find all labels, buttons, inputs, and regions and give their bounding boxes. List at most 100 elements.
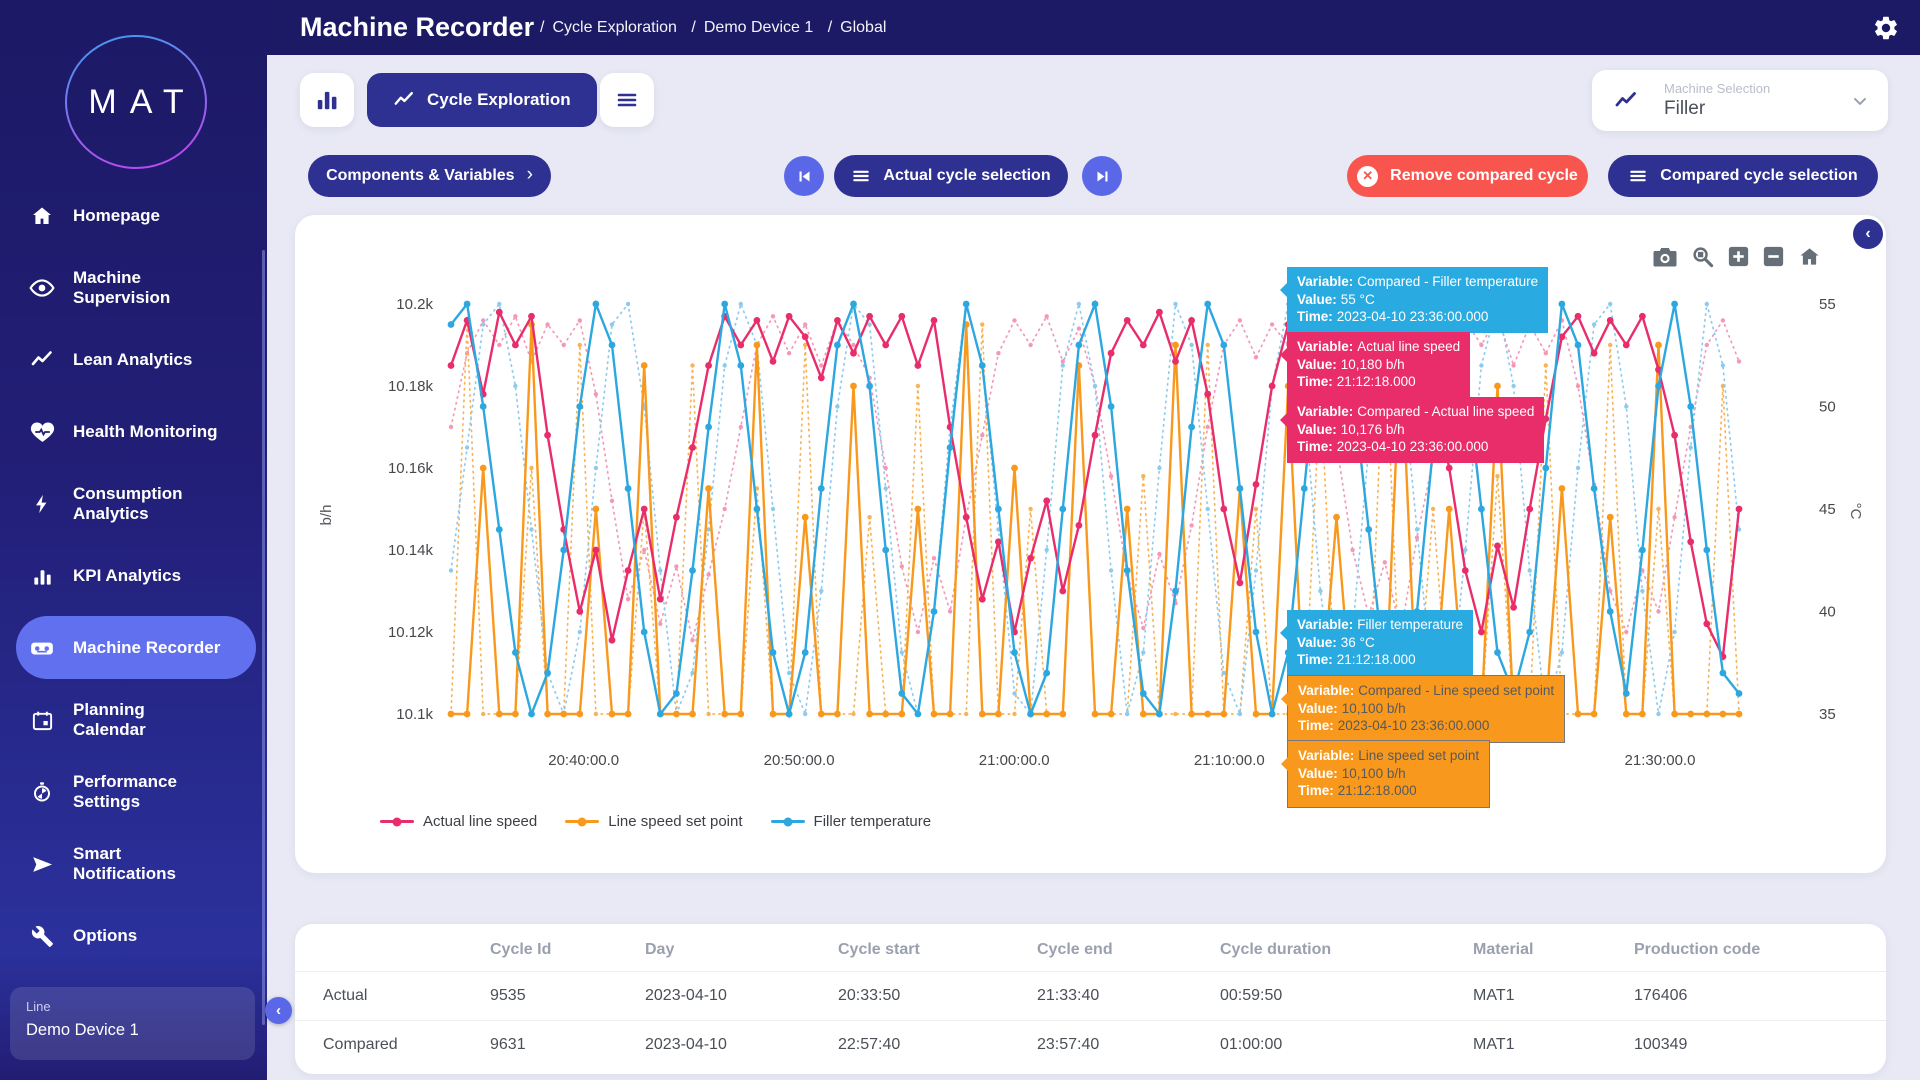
x-circle-icon: ✕	[1357, 165, 1379, 187]
sidebar-item-kpi-analytics[interactable]: KPI Analytics	[16, 540, 256, 612]
line-selector-card[interactable]: Line Demo Device 1	[10, 987, 255, 1060]
stopwatch-icon	[28, 780, 56, 804]
legend-item[interactable]: Filler temperature	[770, 813, 932, 830]
cycle-table-card: Cycle Id Day Cycle start Cycle end Cycle d…	[295, 924, 1886, 1074]
chart-tooltip: Variable: Compared - Line speed set point…	[1280, 675, 1566, 743]
legend-item[interactable]: Actual line speed	[380, 813, 537, 830]
skip-next-icon	[1097, 171, 1107, 181]
chart-tooltip: Variable: Filler temperature Value: 36 °C …	[1279, 610, 1474, 676]
breadcrumb-separator: /	[540, 19, 545, 36]
previous-cycle-button[interactable]	[784, 156, 824, 196]
settings-gear-icon[interactable]	[1872, 14, 1900, 42]
home-reset-icon[interactable]	[1798, 245, 1821, 268]
sidebar-item-health-monitoring[interactable]: Health Monitoring	[16, 396, 256, 468]
legend-item[interactable]: Line speed set point	[565, 813, 743, 830]
eye-icon	[28, 275, 56, 301]
svg-text:21:10:00.0: 21:10:00.0	[1194, 752, 1265, 769]
breadcrumb-item[interactable]: / Cycle Exploration	[540, 19, 677, 36]
svg-text:35: 35	[1819, 706, 1836, 723]
page-title: Machine Recorder	[300, 12, 535, 42]
svg-text:b/h: b/h	[318, 505, 335, 526]
components-variables-button[interactable]: Components & Variables ›	[308, 155, 551, 197]
next-cycle-button[interactable]	[1082, 156, 1122, 196]
sidebar-item-machine-supervision[interactable]: Machine Supervision	[16, 252, 256, 324]
sidebar-nav: Homepage Machine Supervision Lean Analyt…	[0, 180, 267, 972]
main-content: Cycle Exploration Machine Selection Fill…	[267, 55, 1920, 1080]
skip-previous-icon	[799, 171, 809, 181]
heart-pulse-icon	[28, 420, 56, 445]
table-row-compared: Compared 9631 2023-04-10 22:57:40 23:57:40…	[295, 1020, 1886, 1068]
breadcrumb-item[interactable]: / Global	[827, 19, 887, 36]
sidebar-item-consumption-analytics[interactable]: Consumption Analytics	[16, 468, 256, 540]
svg-text:45: 45	[1819, 501, 1836, 518]
calendar-icon	[28, 709, 56, 732]
machine-selection-dropdown[interactable]: Machine Selection Filler	[1592, 70, 1888, 131]
camera-icon[interactable]	[1653, 246, 1677, 268]
cycle-comparison-plot[interactable]: 10.2k 10.18k 10.16k 10.14k 10.12k 10.1k 55 50 45…	[295, 215, 1886, 873]
svg-text:10.12k: 10.12k	[388, 624, 434, 641]
chart-tooltip: Variable: Actual line speed Value: 10,180 …	[1279, 332, 1471, 398]
sidebar-collapse-button[interactable]: ‹	[265, 997, 292, 1024]
hamburger-icon	[853, 170, 870, 182]
legend-marker	[565, 820, 600, 823]
bolt-icon	[28, 492, 56, 516]
sidebar-item-lean-analytics[interactable]: Lean Analytics	[16, 324, 256, 396]
trend-line-icon	[1615, 91, 1636, 106]
compared-cycle-selection-button[interactable]: Compared cycle selection	[1608, 155, 1878, 197]
zoom-box-icon[interactable]	[1691, 245, 1714, 268]
legend-label: Line speed set point	[608, 813, 743, 830]
svg-text:10.14k: 10.14k	[388, 542, 434, 559]
send-icon	[28, 852, 56, 877]
svg-text:20:50:00.0: 20:50:00.0	[764, 752, 835, 769]
svg-text:20:40:00.0: 20:40:00.0	[548, 752, 619, 769]
brand-logo: MAT	[64, 34, 208, 170]
breadcrumb-separator: /	[827, 19, 833, 36]
breadcrumb-separator: /	[691, 19, 696, 36]
home-icon	[28, 204, 56, 228]
svg-text:21:00:00.0: 21:00:00.0	[979, 752, 1050, 769]
table-row-actual: Actual 9535 2023-04-10 20:33:50 21:33:40 00…	[323, 987, 1688, 1004]
svg-text:55: 55	[1819, 296, 1836, 313]
line-value: Demo Device 1	[26, 1021, 139, 1039]
chart-view-button[interactable]	[300, 73, 354, 127]
chart-tooltip: Variable: Line speed set point Value: 10,1…	[1280, 740, 1491, 808]
brand-name: MAT	[88, 82, 197, 121]
legend-marker	[380, 820, 414, 823]
sidebar-item-smart-notifications[interactable]: Smart Notifications	[16, 828, 256, 900]
remove-compared-cycle-button[interactable]: ✕ Remove compared cycle	[1347, 155, 1588, 197]
legend-label: Actual line speed	[423, 813, 538, 830]
cycle-chart-card: ‹ 10.2k 10.18k 10.16k 10.14k 10.12k 10.1k 55 50…	[295, 215, 1886, 873]
chevron-down-icon	[1854, 97, 1866, 105]
sidebar-item-planning-calendar[interactable]: Planning Calendar	[16, 684, 256, 756]
chevron-right-icon: ›	[526, 163, 533, 185]
trend-line-icon	[28, 348, 56, 372]
legend-marker	[770, 820, 805, 823]
machine-selection-value: Filler	[1664, 98, 1706, 119]
sidebar-item-homepage[interactable]: Homepage	[16, 180, 256, 252]
table-header-row: Cycle Id Day Cycle start Cycle end Cycle d…	[295, 928, 1886, 972]
legend-label: Filler temperature	[813, 813, 932, 830]
breadcrumb-item[interactable]: / Demo Device 1	[691, 19, 814, 36]
chart-legend: Actual line speed Line speed set point Fil…	[380, 813, 931, 830]
wrench-icon	[28, 925, 56, 948]
sidebar-item-options[interactable]: Options	[16, 900, 256, 972]
sidebar-scrollbar[interactable]	[262, 250, 265, 1025]
svg-text:10.18k: 10.18k	[388, 378, 434, 395]
chart-modebar	[1653, 245, 1821, 268]
bar-chart-icon	[317, 91, 337, 110]
actual-cycle-selection-button[interactable]: Actual cycle selection	[834, 155, 1068, 197]
menu-view-button[interactable]	[600, 73, 654, 127]
hamburger-icon	[617, 93, 637, 107]
machine-selection-label: Machine Selection	[1664, 81, 1771, 96]
tab-cycle-exploration[interactable]: Cycle Exploration	[367, 73, 597, 127]
sidebar-item-performance-settings[interactable]: Performance Settings	[16, 756, 256, 828]
svg-text:21:30:00.0: 21:30:00.0	[1625, 752, 1696, 769]
svg-text:10.2k: 10.2k	[396, 296, 433, 313]
chart-collapse-button[interactable]: ‹	[1853, 219, 1883, 249]
chart-tooltip: Variable: Compared - Actual line speed Va…	[1279, 397, 1545, 463]
line-label: Line	[26, 999, 51, 1014]
chart-tooltip: Variable: Compared - Filler temperature V…	[1279, 267, 1549, 333]
zoom-out-icon[interactable]	[1763, 246, 1784, 267]
zoom-in-icon[interactable]	[1728, 246, 1749, 267]
sidebar-item-machine-recorder[interactable]: Machine Recorder	[16, 616, 256, 679]
